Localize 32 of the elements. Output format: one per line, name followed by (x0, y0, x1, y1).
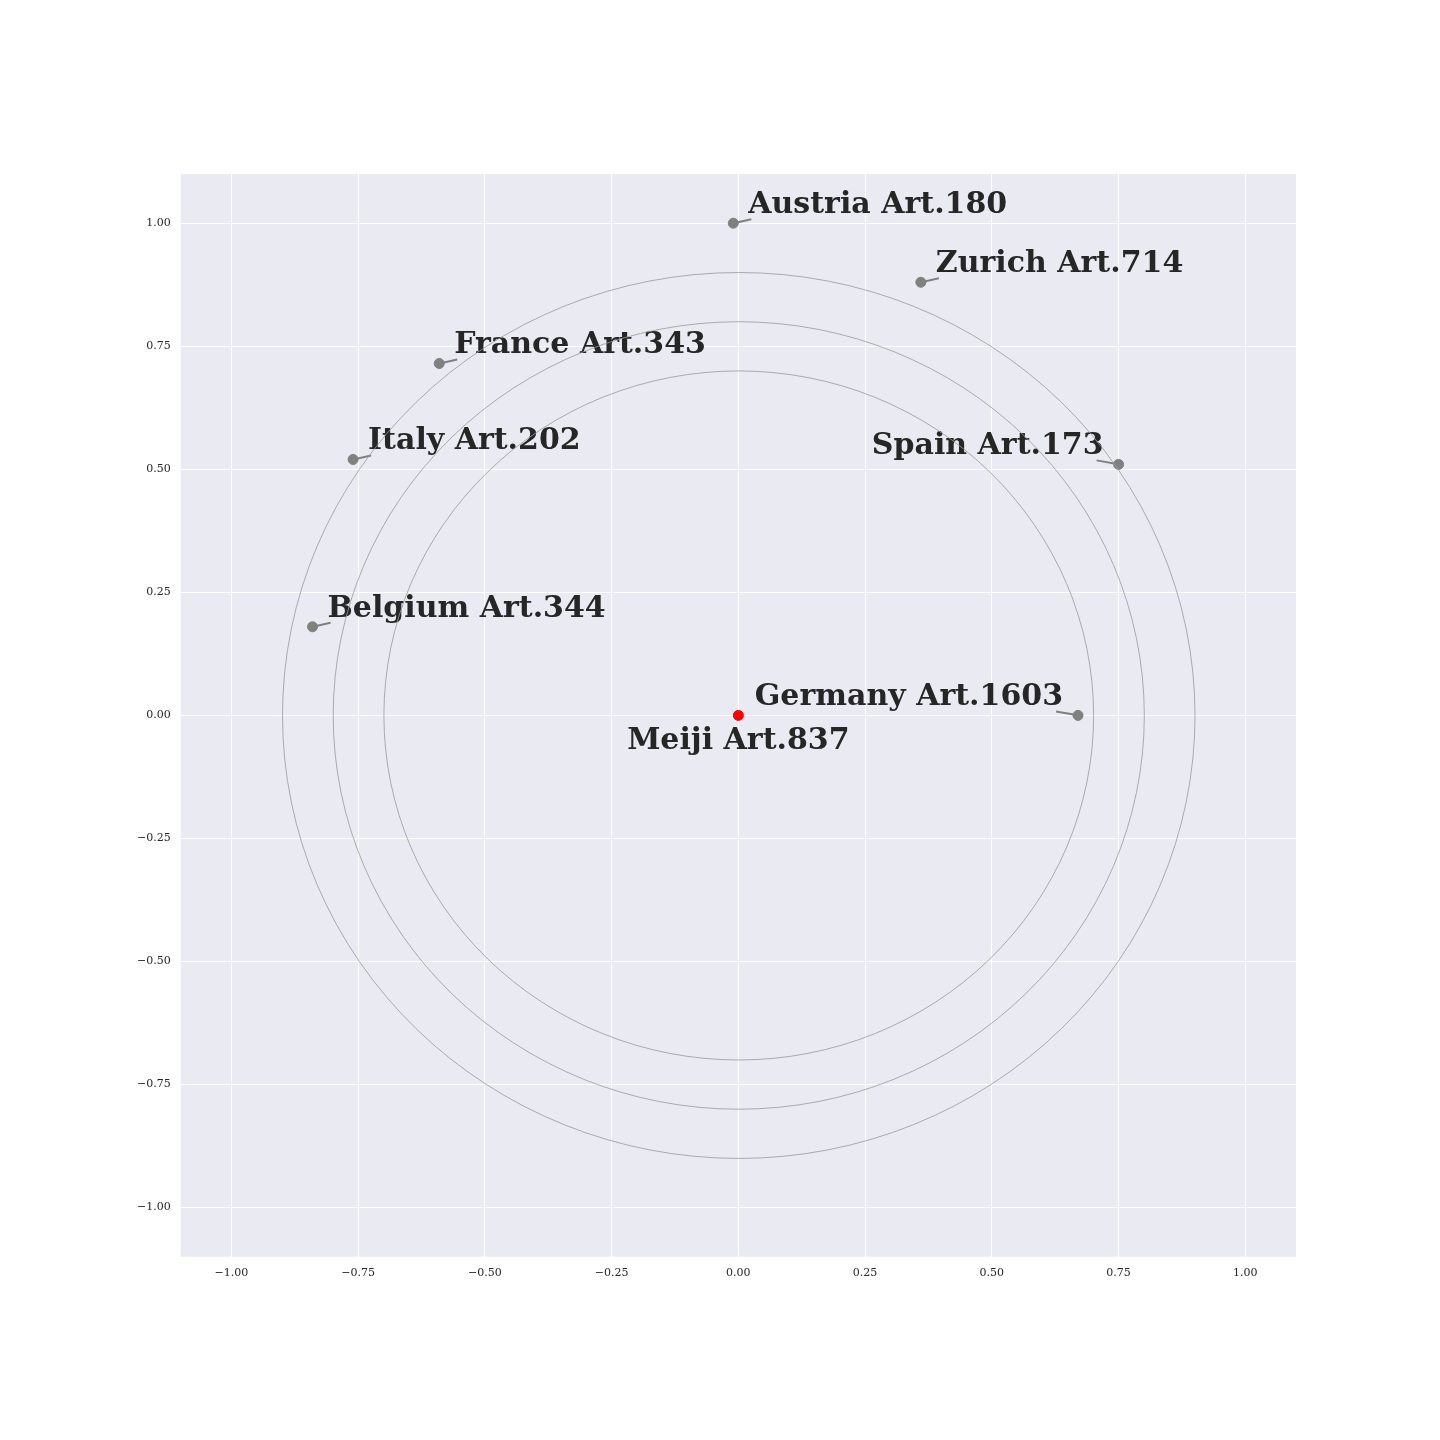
x-tick-label: 0.25 (852, 1266, 878, 1280)
y-tick-label: −0.75 (136, 1077, 171, 1091)
annotation: Germany Art.1603 (754, 677, 1064, 713)
y-tick-label: 0.00 (146, 708, 171, 722)
y-tick-label: −0.50 (136, 954, 171, 968)
x-tick-label: 0.00 (726, 1266, 751, 1280)
y-tick-label: 0.75 (146, 339, 171, 353)
x-tick-label: 0.75 (1106, 1266, 1131, 1280)
x-tick-label: −0.25 (594, 1266, 629, 1280)
point (727, 217, 739, 229)
annotation: Zurich Art.714 (935, 244, 1184, 280)
x-tick-label: 0.50 (979, 1266, 1005, 1280)
point (307, 621, 319, 633)
y-tick-label: 0.25 (146, 585, 171, 599)
y-tick-label: 1.00 (146, 216, 171, 230)
annotation: Spain Art.173 (871, 426, 1104, 462)
point (347, 453, 359, 465)
annotation: Belgium Art.344 (327, 588, 606, 624)
annotation: Italy Art.202 (368, 421, 581, 457)
x-tick-label: −0.75 (341, 1266, 375, 1280)
y-tick-label: −1.00 (136, 1200, 171, 1214)
y-tick-label: −0.25 (136, 831, 171, 845)
annotation: Meiji Art.837 (627, 721, 850, 757)
point (915, 276, 927, 288)
point (433, 357, 445, 369)
x-tick-label: −1.00 (214, 1266, 249, 1280)
y-tick-label: 0.50 (146, 462, 171, 476)
annotation: France Art.343 (454, 325, 706, 361)
x-tick-label: −0.50 (468, 1266, 502, 1280)
x-tick-label: 1.00 (1233, 1266, 1258, 1280)
point (1072, 709, 1084, 721)
annotation: Austria Art.180 (747, 185, 1008, 221)
